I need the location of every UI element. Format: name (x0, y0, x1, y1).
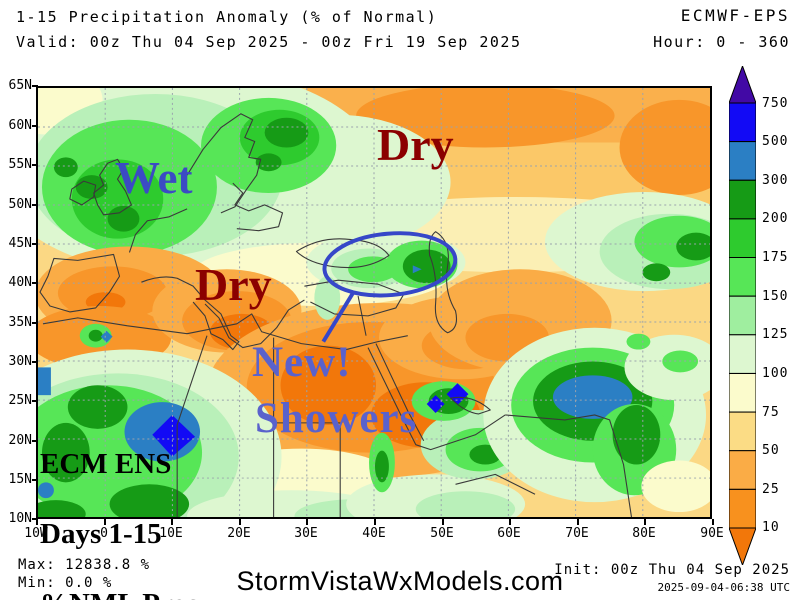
lon-label: 80E (626, 519, 662, 541)
valid-range-label: Valid: 00z Thu 04 Sep 2025 - 00z Fri 19 … (16, 33, 522, 51)
lat-label: 20N (0, 433, 38, 448)
colorbar-label: 750 (762, 96, 789, 111)
fill-west-africa-wet (38, 349, 451, 517)
lon-label: 70E (559, 519, 595, 541)
colorbar-label: 500 (762, 134, 789, 149)
colorbar-label: 200 (762, 211, 789, 226)
colorbar-label: 10 (762, 520, 780, 535)
lon-label: 20E (221, 519, 257, 541)
lat-label: 50N (0, 197, 38, 212)
annotation-wet: Wet (115, 153, 193, 203)
map-canvas (36, 86, 712, 519)
lon-label: 90E (694, 519, 730, 541)
fill-southasia-wet (483, 327, 710, 513)
page-title: 1-15 Precipitation Anomaly (% of Normal) (16, 8, 438, 26)
annotation-product-info: ECM ENS Days 1-15 %NML Prec (40, 412, 198, 600)
lat-label: 30N (0, 354, 38, 369)
lat-label: 15N (0, 472, 38, 487)
colorbar-label: 100 (762, 366, 789, 381)
hour-range-label: Hour: 0 - 360 (653, 33, 790, 51)
lon-label: 40E (356, 519, 392, 541)
annotation-product-line: Days 1-15 (40, 518, 162, 550)
annotation-new: New! (252, 339, 352, 386)
lon-label: 10W (18, 519, 54, 541)
lat-label: 25N (0, 393, 38, 408)
colorbar-label: 300 (762, 173, 789, 188)
lon-label: 30E (288, 519, 324, 541)
annotation-showers: Showers (255, 395, 418, 442)
lon-label: 60E (491, 519, 527, 541)
annotation-dry-south: Dry (195, 259, 272, 310)
lat-label: 40N (0, 275, 38, 290)
colorbar (729, 66, 756, 565)
site-watermark: StormVistaWxModels.com (236, 566, 564, 596)
max-value-label: Max: 12838.8 % (18, 557, 151, 573)
generated-timestamp: 2025-09-04-06:38 UTC (657, 581, 790, 594)
colorbar-label: 150 (762, 289, 789, 304)
fill-nw-europe (38, 88, 451, 306)
annotation-product-line: ECM ENS (40, 448, 172, 480)
lat-label: 35N (0, 315, 38, 330)
lon-label: 0 (86, 519, 122, 541)
annotation-dry-north: Dry (377, 119, 454, 170)
lat-label: 55N (0, 157, 38, 172)
lat-label: 45N (0, 236, 38, 251)
colorbar-label: 125 (762, 327, 789, 342)
fill-blacksea-wet (306, 230, 466, 320)
colorbar-label: 175 (762, 250, 789, 265)
lon-label: 50E (424, 519, 460, 541)
colorbar-label: 25 (762, 482, 780, 497)
grid-lines (38, 88, 710, 517)
init-time-label: Init: 00z Thu 04 Sep 2025 (554, 562, 790, 578)
lat-label: 65N (0, 78, 38, 93)
precip-anomaly-map (38, 88, 710, 517)
colorbar-label: 50 (762, 443, 780, 458)
colorbar-label: 75 (762, 405, 780, 420)
annotation-product-line: %NML Prec (40, 587, 198, 600)
lon-label: 10E (153, 519, 189, 541)
lat-label: 10N (0, 511, 38, 526)
highlight-ellipse (321, 231, 458, 343)
min-value-label: Min: 0.0 % (18, 575, 113, 591)
model-name: ECMWF-EPS (680, 6, 790, 25)
lat-label: 60N (0, 118, 38, 133)
